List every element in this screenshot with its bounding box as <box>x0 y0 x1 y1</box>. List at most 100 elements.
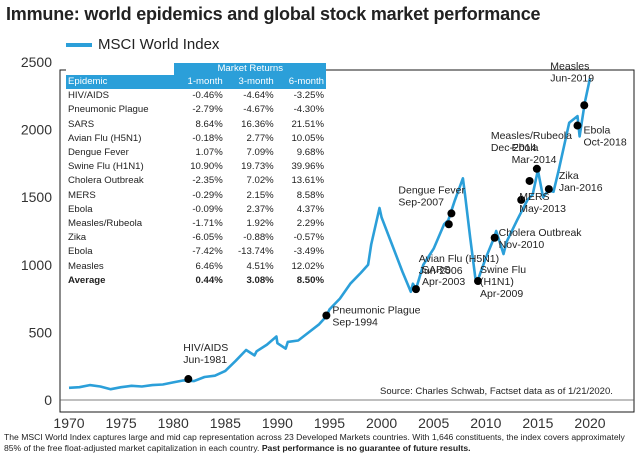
event-label: Mar-2014 <box>512 154 557 166</box>
table-cell: -0.09% <box>192 203 223 215</box>
table-header-cell: 1-month <box>174 75 225 90</box>
stock-line-chart: 0 500 1000 1500 2000 2500 1970 1975 1980 1985 199… <box>21 54 635 431</box>
event-marker <box>544 185 553 194</box>
table-cell: Avian Flu (H5N1) <box>68 132 142 144</box>
event-label: Avian Flu (H5N1) <box>419 253 499 265</box>
event-label: Dengue Fever <box>398 184 465 196</box>
event-label: Cholera Outbreak <box>499 227 583 239</box>
table-cell: 10.90% <box>190 161 223 173</box>
table-header-cell: 3-month <box>224 75 276 90</box>
market-returns-table: Market Returns Epidemic 1-month 3-month 6-m… <box>66 63 326 289</box>
source-note: Source: Charles Schwab, Factset data as … <box>380 386 613 397</box>
table-cell: Ebola <box>68 203 93 215</box>
event-label: Ebola <box>512 142 539 154</box>
event-label: Nov-2010 <box>499 239 545 251</box>
event-marker <box>411 285 420 294</box>
table-cell: Zika <box>68 232 87 244</box>
y-tick-label: 1000 <box>21 257 52 273</box>
table-cell: Swine Flu (H1N1) <box>68 161 144 173</box>
table-cell: -4.67% <box>243 104 274 116</box>
table-row: Zika -6.05% -0.88% -0.57% <box>66 231 326 245</box>
table-cell: -0.88% <box>243 232 274 244</box>
event-label: Sep-2007 <box>398 196 444 208</box>
table-cell: 9.68% <box>296 147 324 159</box>
y-tick-label: 2500 <box>21 54 52 70</box>
event-label: Apr-2003 <box>422 276 465 288</box>
event-marker <box>184 375 193 384</box>
event-marker <box>580 101 589 110</box>
table-cell: 2.37% <box>246 203 274 215</box>
footer-disclaimer: Past performance is no guarantee of futu… <box>261 443 471 453</box>
table-corner <box>66 63 175 75</box>
table-cell: 6.46% <box>195 260 223 272</box>
legend-label: MSCI World Index <box>98 36 220 53</box>
table-cell: -3.25% <box>293 90 324 102</box>
table-header-cell: 6-month <box>275 75 326 90</box>
table-cell: Ebola <box>68 246 93 258</box>
table-cell: 16.36% <box>241 118 274 130</box>
event-marker <box>532 164 541 173</box>
event-label: Jan-2016 <box>559 182 603 194</box>
table-cell: HIV/AIDS <box>68 90 110 102</box>
table-cell: 19.73% <box>241 161 274 173</box>
event-marker <box>490 233 499 242</box>
table-cell: Pneumonic Plague <box>68 104 149 116</box>
event-label: Measles/Rubeola <box>491 130 572 142</box>
plot-frame <box>59 69 635 413</box>
event-label: MERS <box>519 191 549 203</box>
event-label: Apr-2009 <box>480 288 523 300</box>
table-cell: 7.02% <box>246 175 274 187</box>
table-row: Avian Flu (H5N1) -0.18% 2.77% 10.05% <box>66 132 326 146</box>
table-cell: -0.57% <box>293 232 324 244</box>
table-average-row: Average 0.44% 3.08% 8.50% <box>66 274 326 288</box>
x-tick-label: 1980 <box>158 415 189 431</box>
y-tick-label: 1500 <box>21 189 52 205</box>
x-tick-label: 1990 <box>262 415 293 431</box>
table-cell: -0.46% <box>192 90 223 102</box>
table-cell: 12.02% <box>291 260 324 272</box>
event-label: Zika <box>559 170 579 182</box>
y-tick-label: 0 <box>44 392 52 408</box>
table-row: MERS -0.29% 2.15% 8.58% <box>66 189 326 203</box>
y-axis-ticks: 0 500 1000 1500 2000 2500 <box>21 54 52 408</box>
table-cell: 10.05% <box>291 132 324 144</box>
event-marker <box>573 121 582 130</box>
table-cell: 1.07% <box>195 147 223 159</box>
table-cell: 8.64% <box>195 118 223 130</box>
table-header-row: Epidemic 1-month 3-month 6-month <box>66 75 326 90</box>
table-cell: -1.71% <box>192 218 223 230</box>
table-row: Cholera Outbreak -2.35% 7.02% 13.61% <box>66 174 326 188</box>
x-tick-label: 2020 <box>574 415 605 431</box>
table-row: Dengue Fever 1.07% 7.09% 9.68% <box>66 146 326 160</box>
event-marker <box>473 277 482 286</box>
table-cell: Dengue Fever <box>68 147 129 159</box>
table-cell: -6.05% <box>192 232 223 244</box>
table-cell: 4.37% <box>296 203 324 215</box>
table-row: Ebola -7.42% -13.74% -3.49% <box>66 245 326 259</box>
table-row: Measles/Rubeola -1.71% 1.92% 2.29% <box>66 217 326 231</box>
table-cell: 8.50% <box>296 274 324 286</box>
table-body: HIV/AIDS -0.46% -4.64% -3.25% Pneumonic Plag… <box>66 89 326 288</box>
x-tick-label: 1995 <box>314 415 345 431</box>
event-label: May-2013 <box>519 203 566 215</box>
x-tick-label: 1970 <box>53 415 84 431</box>
table-cell: 13.61% <box>291 175 324 187</box>
x-tick-label: 1975 <box>106 415 137 431</box>
table-cell: 7.09% <box>246 147 274 159</box>
table-cell: -2.35% <box>192 175 223 187</box>
event-label: Oct-2018 <box>583 137 626 149</box>
event-label: SARS <box>422 264 451 276</box>
footer-text: The MSCI World Index captures large and … <box>4 432 625 453</box>
table-cell: -4.64% <box>243 90 274 102</box>
event-label: Measles <box>550 60 589 72</box>
event-label: (H1N1) <box>480 276 514 288</box>
table-cell: -7.42% <box>192 246 223 258</box>
x-tick-label: 2000 <box>366 415 397 431</box>
table-cell: 21.51% <box>291 118 324 130</box>
table-cell: -0.29% <box>192 189 223 201</box>
table-cell: 2.77% <box>246 132 274 144</box>
table-cell: -2.79% <box>192 104 223 116</box>
event-marker <box>525 176 534 185</box>
table-cell: 2.15% <box>246 189 274 201</box>
